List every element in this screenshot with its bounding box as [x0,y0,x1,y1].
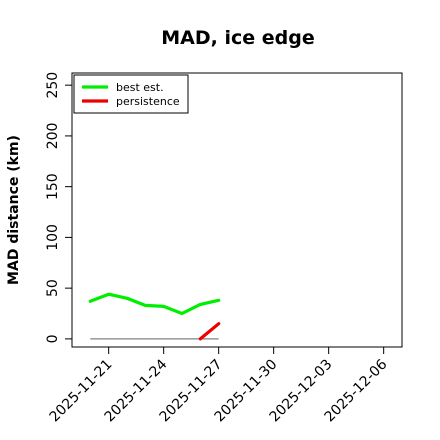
y-tick-label: 200 [45,123,61,150]
y-tick-label: 250 [45,72,61,99]
series-line-best-est [88,292,221,316]
legend-label: persistence [116,95,180,108]
y-tick-label: 0 [45,334,61,343]
series-line-persistence [198,322,221,341]
y-axis-label: MAD distance (km) [6,135,22,285]
y-tick-label: 100 [45,224,61,251]
legend: best est.persistence [73,74,189,114]
axes: 2025-11-212025-11-242025-11-272025-11-30… [45,72,403,425]
plot-frame [71,72,403,348]
chart-title: MAD, ice edge [161,27,314,49]
plot-area [88,292,221,341]
y-tick-label: 150 [45,173,61,200]
y-tick-label: 50 [45,279,61,297]
legend-label: best est. [116,81,164,94]
legend-box [73,74,189,114]
